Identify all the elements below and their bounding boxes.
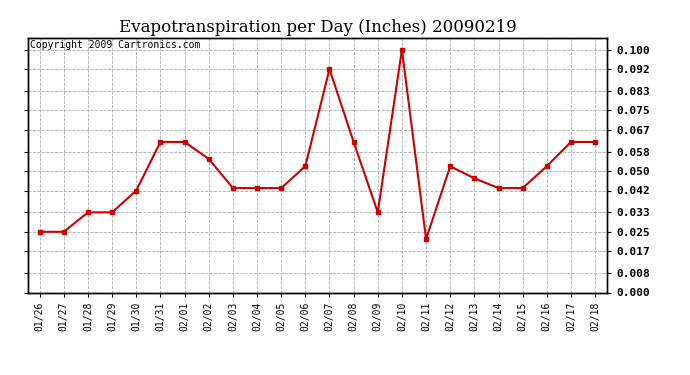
Text: Copyright 2009 Cartronics.com: Copyright 2009 Cartronics.com <box>30 40 201 50</box>
Title: Evapotranspiration per Day (Inches) 20090219: Evapotranspiration per Day (Inches) 2009… <box>119 19 516 36</box>
